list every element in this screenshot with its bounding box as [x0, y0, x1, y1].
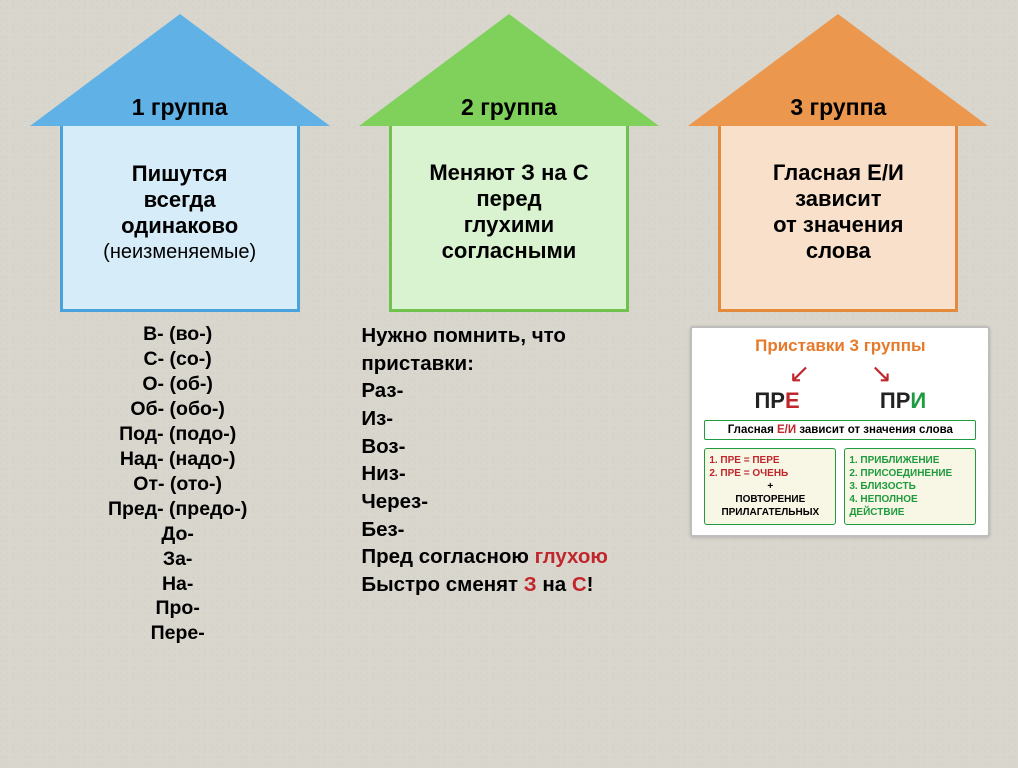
col2-tail2-b: З [524, 573, 537, 596]
col2-tail-line1: Пред согласною глухою [361, 543, 668, 571]
mini-arrows: ↙ ↘ [700, 360, 980, 386]
mini-bl-4: ПОВТОРЕНИЕ [709, 493, 831, 506]
house1-line2: всегда [144, 187, 216, 213]
mini-strip-c: зависит от значения слова [796, 424, 953, 436]
group1-prefix-item: В- (во-) [24, 322, 331, 347]
mini-bl-5: ПРИЛАГАТЕЛЬНЫХ [709, 506, 831, 519]
mini-strip-b: Е/И [777, 424, 796, 436]
arrow-right-icon: ↘ [870, 360, 892, 386]
col2-intro2: приставки: [361, 350, 668, 378]
content-root: 1 группа Пишутся всегда одинаково (неизм… [0, 0, 1018, 768]
mini-pre-a: ПР [754, 388, 785, 413]
house3-line2: зависит [795, 186, 881, 212]
col2-tail1-a: Пред согласною [361, 545, 534, 568]
group1-prefix-item: О- (об-) [24, 372, 331, 397]
roof-label-1: 1 группа [30, 94, 330, 121]
group1-prefix-item: До- [24, 522, 331, 547]
group2-prefix-item: Из- [361, 405, 668, 433]
house-group-1: 1 группа Пишутся всегда одинаково (неизм… [30, 14, 330, 312]
group1-prefix-list: В- (во-)С- (со-)О- (об-)Об- (обо-)Под- (… [24, 322, 331, 646]
mini-br-2: 2. ПРИСОЕДИНЕНИЕ [849, 467, 971, 480]
group1-prefix-item: На- [24, 572, 331, 597]
group1-prefix-item: От- (ото-) [24, 472, 331, 497]
group2-notes: Нужно помнить, что приставки: Раз-Из-Воз… [349, 322, 668, 646]
mini-br-3: 3. БЛИЗОСТЬ [849, 480, 971, 493]
group1-prefix-item: Пере- [24, 621, 331, 646]
mini-box-pre: 1. ПРЕ = ПЕРЕ 2. ПРЕ = ОЧЕНЬ + ПОВТОРЕНИ… [704, 448, 836, 525]
mini-bl-1: 1. ПРЕ = ПЕРЕ [709, 454, 831, 467]
group2-prefix-item: Раз- [361, 377, 668, 405]
house-group-3: 3 группа Гласная Е/И зависит от значения… [688, 14, 988, 312]
mini-strip-a: Гласная [728, 424, 777, 436]
mini-bl-3: + [709, 480, 831, 493]
mini-br-1: 1. ПРИБЛИЖЕНИЕ [849, 454, 971, 467]
mini-pre-b: Е [785, 388, 800, 413]
mini-strip: Гласная Е/И зависит от значения слова [704, 420, 976, 440]
group2-prefix-item: Через- [361, 488, 668, 516]
col2-intro1: Нужно помнить, что [361, 322, 668, 350]
col2-tail-line2: Быстро сменят З на С! [361, 571, 668, 599]
group3-diagram-wrap: Приставки 3 группы ↙ ↘ ПРЕ ПРИ Гласная Е… [687, 322, 994, 646]
col2-tail2-e: ! [587, 573, 594, 596]
group2-prefix-item: Без- [361, 516, 668, 544]
lower-row: В- (во-)С- (со-)О- (об-)Об- (обо-)Под- (… [0, 312, 1018, 646]
group1-prefix-item: За- [24, 547, 331, 572]
house-body-1: Пишутся всегда одинаково (неизменяемые) [60, 112, 300, 312]
group1-prefix-item: Об- (обо-) [24, 397, 331, 422]
mini-box-pri: 1. ПРИБЛИЖЕНИЕ 2. ПРИСОЕДИНЕНИЕ 3. БЛИЗО… [844, 448, 976, 525]
arrow-left-icon: ↙ [789, 360, 811, 386]
mini-br-4: 4. НЕПОЛНОЕ [849, 493, 971, 506]
house-body-2: Меняют З на С перед глухими согласными [389, 112, 629, 312]
house-group-2: 2 группа Меняют З на С перед глухими сог… [359, 14, 659, 312]
house1-line3: одинаково [121, 213, 238, 239]
house2-line4: согласными [442, 238, 577, 264]
mini-title: Приставки 3 группы [700, 336, 980, 356]
roof-label-2: 2 группа [359, 94, 659, 121]
group1-prefix-item: Над- (надо-) [24, 447, 331, 472]
house2-line2: перед [476, 186, 541, 212]
mini-pri-b: И [910, 388, 926, 413]
house3-line3: от значения [773, 212, 903, 238]
mini-br-5: ДЕЙСТВИЕ [849, 506, 971, 519]
house2-line3: глухими [464, 212, 554, 238]
group1-prefix-item: Про- [24, 596, 331, 621]
group1-prefix-item: Под- (подо-) [24, 422, 331, 447]
group2-prefix-item: Низ- [361, 460, 668, 488]
col2-tail2-d: С [572, 573, 587, 596]
house1-sub: (неизменяемые) [103, 241, 256, 264]
house1-line1: Пишутся [132, 161, 228, 187]
mini-pri: ПРИ [880, 388, 926, 414]
roof-label-3: 3 группа [688, 94, 988, 121]
house-body-3: Гласная Е/И зависит от значения слова [718, 112, 958, 312]
group1-prefix-item: С- (со-) [24, 347, 331, 372]
house3-line1: Гласная Е/И [773, 160, 904, 186]
house2-line1: Меняют З на С [429, 160, 588, 186]
houses-row: 1 группа Пишутся всегда одинаково (неизм… [0, 0, 1018, 312]
group3-diagram: Приставки 3 группы ↙ ↘ ПРЕ ПРИ Гласная Е… [690, 326, 990, 537]
group2-prefix-item: Воз- [361, 433, 668, 461]
mini-pair: ПРЕ ПРИ [700, 388, 980, 414]
col2-tail1-b: глухою [535, 545, 608, 568]
mini-pre: ПРЕ [754, 388, 799, 414]
house3-line4: слова [806, 238, 871, 264]
col2-tail2-a: Быстро сменят [361, 573, 523, 596]
mini-pri-a: ПР [880, 388, 911, 413]
group1-prefix-item: Пред- (предо-) [24, 497, 331, 522]
mini-boxes: 1. ПРЕ = ПЕРЕ 2. ПРЕ = ОЧЕНЬ + ПОВТОРЕНИ… [700, 448, 980, 525]
mini-bl-2: 2. ПРЕ = ОЧЕНЬ [709, 467, 831, 480]
col2-tail2-c: на [537, 573, 572, 596]
col2-prefix-list: Раз-Из-Воз-Низ-Через-Без- [361, 377, 668, 543]
